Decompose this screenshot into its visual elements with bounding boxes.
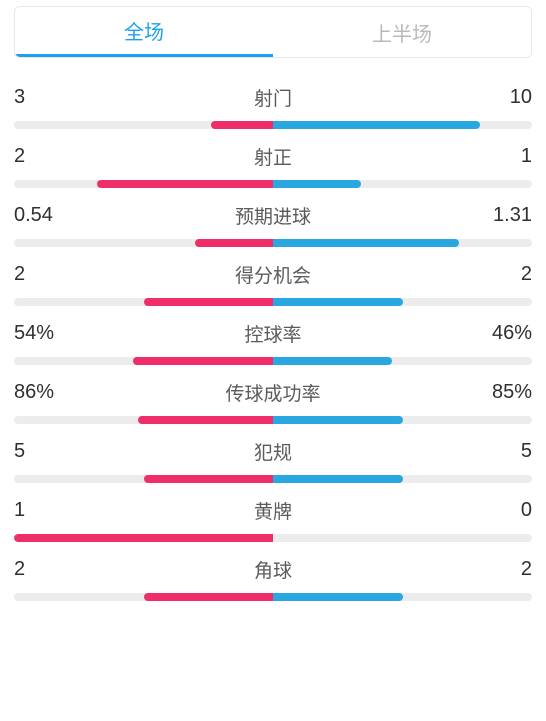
stat-labels: 2 角球 2 — [14, 556, 532, 583]
stat-left-value: 54% — [14, 322, 64, 345]
stat-labels: 1 黄牌 0 — [14, 497, 532, 524]
stat-bar-left — [138, 416, 273, 424]
stat-right-value: 2 — [482, 558, 532, 581]
stat-bar-right — [273, 593, 403, 601]
stat-right-value: 10 — [482, 86, 532, 109]
stat-bar-left — [144, 593, 274, 601]
period-tabs: 全场 上半场 — [14, 6, 532, 58]
stat-row: 2 得分机会 2 — [14, 261, 532, 306]
stat-name: 传球成功率 — [225, 379, 320, 406]
stat-right-value: 0 — [482, 499, 532, 522]
stat-right-value: 46% — [482, 322, 532, 345]
stat-bar-right — [273, 180, 361, 188]
tab-first-half[interactable]: 上半场 — [273, 7, 531, 57]
stat-bar-right — [273, 298, 403, 306]
stat-labels: 2 射正 1 — [14, 143, 532, 170]
stat-right-value: 1.31 — [482, 204, 532, 227]
stat-name: 角球 — [254, 556, 292, 583]
tab-full-match[interactable]: 全场 — [15, 7, 273, 57]
stat-left-value: 2 — [14, 145, 64, 168]
stat-bar-left — [133, 357, 273, 365]
stat-name: 黄牌 — [254, 497, 292, 524]
stat-left-value: 2 — [14, 263, 64, 286]
stat-row: 54% 控球率 46% — [14, 320, 532, 365]
stat-right-value: 2 — [482, 263, 532, 286]
stat-row: 0.54 预期进球 1.31 — [14, 202, 532, 247]
stat-row: 2 角球 2 — [14, 556, 532, 601]
stat-labels: 2 得分机会 2 — [14, 261, 532, 288]
stat-bar-left — [144, 475, 274, 483]
stat-right-value: 85% — [482, 381, 532, 404]
stat-left-value: 1 — [14, 499, 64, 522]
stat-row: 3 射门 10 — [14, 84, 532, 129]
stat-name: 得分机会 — [235, 261, 311, 288]
stat-left-value: 86% — [14, 381, 64, 404]
tab-label: 上半场 — [372, 18, 432, 47]
stat-right-value: 5 — [482, 440, 532, 463]
stat-bar-right — [273, 239, 459, 247]
stat-bar-left — [97, 180, 273, 188]
stat-bar-right — [273, 357, 392, 365]
stat-bar-right — [273, 475, 403, 483]
stat-bar-track — [14, 121, 532, 129]
stat-bar-track — [14, 298, 532, 306]
stat-bar-track — [14, 180, 532, 188]
stat-left-value: 0.54 — [14, 204, 64, 227]
tab-label: 全场 — [124, 16, 164, 45]
stat-bar-track — [14, 357, 532, 365]
stat-name: 犯规 — [254, 438, 292, 465]
stat-bar-track — [14, 475, 532, 483]
stat-bar-left — [14, 534, 273, 542]
stat-bar-track — [14, 416, 532, 424]
stat-name: 控球率 — [244, 320, 301, 347]
stat-labels: 5 犯规 5 — [14, 438, 532, 465]
stat-bar-track — [14, 239, 532, 247]
stat-name: 射门 — [254, 84, 292, 111]
stat-name: 预期进球 — [235, 202, 311, 229]
stat-row: 5 犯规 5 — [14, 438, 532, 483]
stats-list: 3射门102射正10.54预期进球1.312得分机会254%控球率46%86%传… — [0, 66, 546, 601]
stat-bar-left — [144, 298, 274, 306]
stat-bar-right — [273, 121, 480, 129]
stat-bar-track — [14, 593, 532, 601]
stat-bar-right — [273, 416, 403, 424]
stat-bar-left — [195, 239, 273, 247]
stat-labels: 3 射门 10 — [14, 84, 532, 111]
stat-labels: 0.54 预期进球 1.31 — [14, 202, 532, 229]
stat-left-value: 3 — [14, 86, 64, 109]
stat-left-value: 5 — [14, 440, 64, 463]
stat-labels: 54% 控球率 46% — [14, 320, 532, 347]
stat-labels: 86% 传球成功率 85% — [14, 379, 532, 406]
stat-row: 1 黄牌 0 — [14, 497, 532, 542]
stat-left-value: 2 — [14, 558, 64, 581]
stat-bar-left — [211, 121, 273, 129]
stat-right-value: 1 — [482, 145, 532, 168]
stat-row: 2 射正 1 — [14, 143, 532, 188]
stat-name: 射正 — [254, 143, 292, 170]
stat-row: 86% 传球成功率 85% — [14, 379, 532, 424]
stat-bar-track — [14, 534, 532, 542]
